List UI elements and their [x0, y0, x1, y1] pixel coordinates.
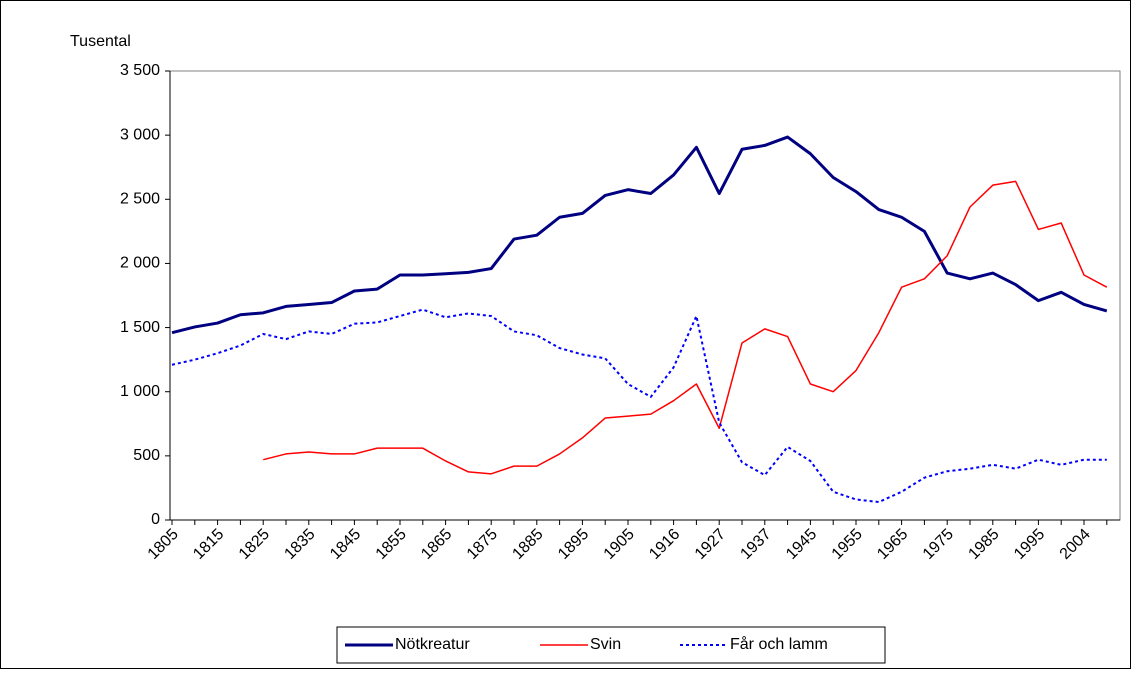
legend-box — [336, 626, 886, 664]
y-tick-label: 3 000 — [120, 126, 160, 143]
y-tick-label: 2 000 — [120, 255, 160, 272]
y-tick-label: 3 500 — [120, 62, 160, 79]
y-tick-label: 1 500 — [120, 319, 160, 336]
series-line — [263, 180, 1108, 475]
legend-label: Nötkreatur — [395, 636, 470, 653]
y-tick-label: 500 — [133, 447, 160, 464]
y-tick-label: 1 000 — [120, 383, 160, 400]
legend-label: Får och lamm — [730, 635, 828, 653]
y-axis-title: Tusental — [70, 33, 131, 50]
series-line — [171, 308, 1107, 504]
legend-label: Svin — [590, 636, 621, 653]
y-tick-label: 0 — [151, 511, 160, 528]
series-line — [171, 135, 1108, 335]
y-tick-label: 2 500 — [120, 191, 160, 208]
